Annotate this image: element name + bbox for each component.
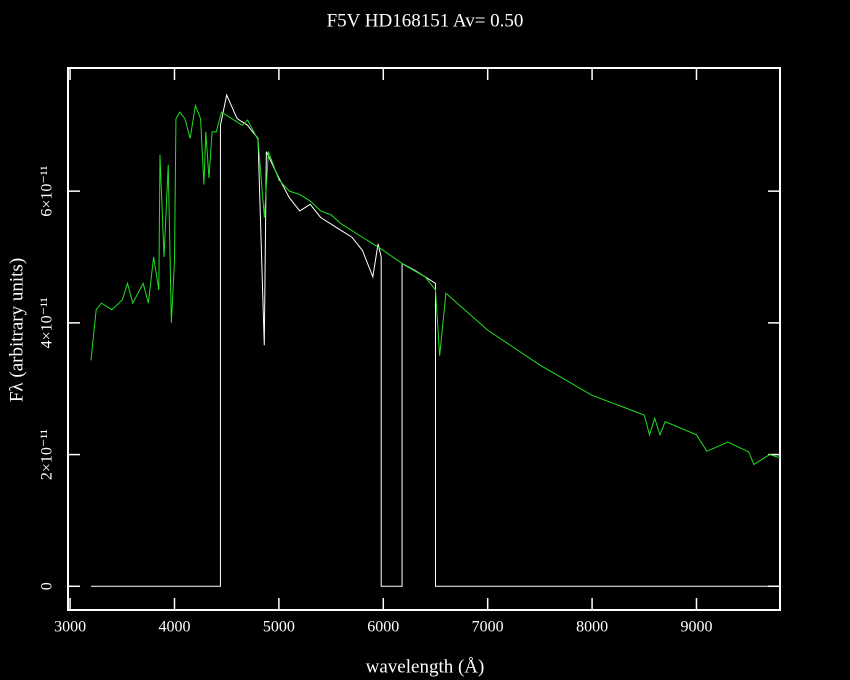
y-tick-label: 4×10⁻¹¹: [39, 297, 56, 348]
plot-frame: [67, 67, 781, 611]
y-axis-label: Fλ (arbitrary units): [6, 258, 27, 402]
x-tick-label: 9000: [680, 619, 712, 636]
x-axis-label: wavelength (Å): [366, 656, 485, 677]
x-tick-label: 3000: [54, 619, 86, 636]
x-tick-label: 7000: [472, 619, 504, 636]
x-tick-label: 5000: [263, 619, 295, 636]
x-tick-label: 6000: [367, 619, 399, 636]
x-tick-label: 8000: [576, 619, 608, 636]
spectrum-line: [90, 103, 781, 466]
y-tick-label: 2×10⁻¹¹: [39, 429, 56, 480]
chart-title: F5V HD168151 Av= 0.50: [327, 10, 524, 31]
x-tick-label: 4000: [158, 619, 190, 636]
spectrum-line: [90, 93, 778, 587]
y-tick-label: 6×10⁻¹¹: [39, 165, 56, 216]
y-tick-label: 0: [39, 582, 56, 590]
